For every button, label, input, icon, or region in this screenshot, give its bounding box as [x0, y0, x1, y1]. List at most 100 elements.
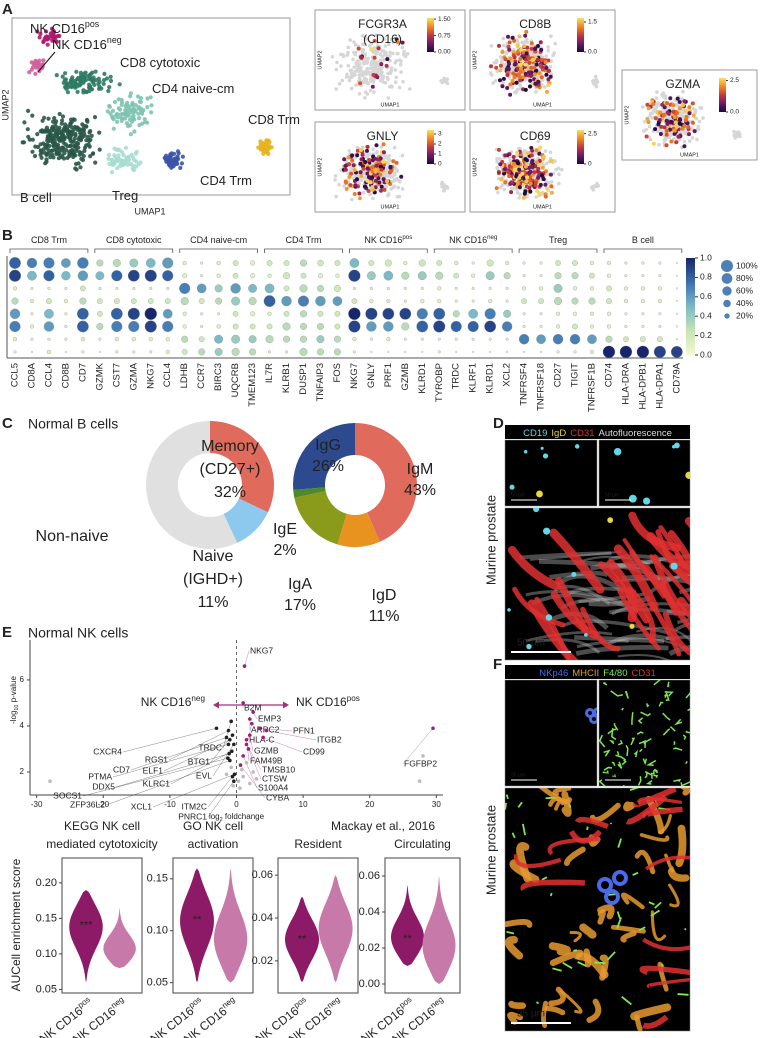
feature-point: [379, 62, 384, 67]
feature-point: [392, 145, 397, 150]
dot: [352, 350, 356, 354]
feature-point: [675, 96, 680, 101]
umap-point: [60, 148, 65, 153]
feature-point: [530, 165, 535, 169]
y-tick-label: 0.10: [147, 925, 168, 937]
feature-point: [514, 80, 519, 85]
macrophage: [636, 731, 644, 735]
feature-point: [345, 53, 350, 57]
volcano-point: [246, 747, 251, 751]
umap-point: [46, 151, 51, 156]
slice-value: 43%: [404, 482, 436, 499]
mhc-cell: [548, 796, 563, 807]
dot: [297, 295, 310, 307]
feature-point: [366, 189, 371, 193]
colorbar: [427, 130, 434, 164]
dot: [317, 348, 324, 356]
dot: [554, 272, 562, 280]
umap-point: [54, 73, 59, 78]
slice-label: IgA: [288, 576, 312, 593]
dot: [437, 299, 442, 304]
umap-point: [125, 100, 130, 105]
macrophage: [611, 761, 616, 767]
cell: [612, 870, 628, 886]
vessel: [637, 797, 683, 805]
text-part: NK CD16: [30, 21, 85, 36]
dot: [162, 308, 173, 319]
dot: [589, 324, 595, 329]
dot: [333, 348, 341, 356]
volcano-point: [241, 701, 245, 705]
feature-point: [370, 165, 375, 170]
dot: [572, 323, 578, 330]
dot: [572, 260, 578, 266]
dot: [47, 286, 51, 290]
umap-point: [52, 116, 57, 121]
dot: [145, 258, 156, 268]
macrophage: [612, 774, 617, 778]
gene-label: FOS: [332, 363, 343, 383]
feature-point: [359, 178, 364, 183]
dot: [30, 350, 33, 353]
feature-point: [533, 183, 538, 188]
violin-title: activation: [188, 837, 239, 851]
feature-title: GNLY: [367, 129, 399, 143]
feature-point: [534, 90, 538, 94]
feature-point: [500, 50, 505, 54]
feature-point: [393, 68, 398, 72]
volcano-point: [224, 735, 229, 740]
dot: [182, 324, 187, 329]
feature-point: [365, 68, 369, 73]
channel-name: NKp46: [539, 668, 568, 679]
dot: [348, 320, 361, 333]
feature-point: [536, 166, 541, 171]
cell: [536, 490, 543, 498]
umap-point: [123, 145, 129, 150]
dot: [588, 297, 596, 305]
umap-point: [40, 118, 45, 123]
feature-point: [378, 172, 383, 177]
umap-point: [135, 94, 141, 99]
feature-point: [648, 137, 653, 142]
feature-frame: [621, 69, 758, 161]
axis-label: UMAP1: [134, 206, 165, 216]
dot: [131, 337, 136, 342]
dot: [61, 258, 71, 268]
cell: [597, 877, 613, 893]
dot: [437, 350, 441, 354]
dot: [249, 348, 257, 356]
feature-point: [392, 171, 397, 176]
slice-label: (CD27+): [200, 461, 261, 478]
feature-point: [510, 35, 515, 40]
feature-point: [548, 74, 553, 79]
feature-point: [367, 158, 372, 162]
feature-point: [495, 159, 499, 164]
volcano-point: [229, 765, 233, 770]
umap-point: [50, 152, 55, 157]
dot: [334, 310, 341, 317]
superscript: pos: [347, 694, 360, 703]
dot: [43, 257, 55, 269]
feature-point: [498, 185, 503, 190]
feature-point: [642, 120, 647, 124]
feature-point: [335, 60, 339, 65]
feature-point: [534, 188, 539, 193]
feature-point: [352, 40, 356, 44]
umap-point: [110, 108, 116, 113]
feature-point: [525, 195, 529, 199]
feature-point: [557, 172, 561, 177]
dot: [182, 260, 187, 266]
feature-point: [658, 110, 663, 115]
feature-point: [345, 72, 349, 77]
macrophage: [599, 734, 606, 748]
feature-point: [362, 72, 367, 76]
dot: [13, 350, 17, 354]
leader-line: [37, 51, 56, 73]
dot: [505, 299, 509, 303]
feature-point: [344, 187, 349, 191]
dot: [200, 261, 204, 265]
umap-point: [118, 112, 123, 117]
feature-point: [372, 90, 376, 94]
feature-point: [355, 177, 359, 182]
volcano-point: [229, 719, 233, 724]
